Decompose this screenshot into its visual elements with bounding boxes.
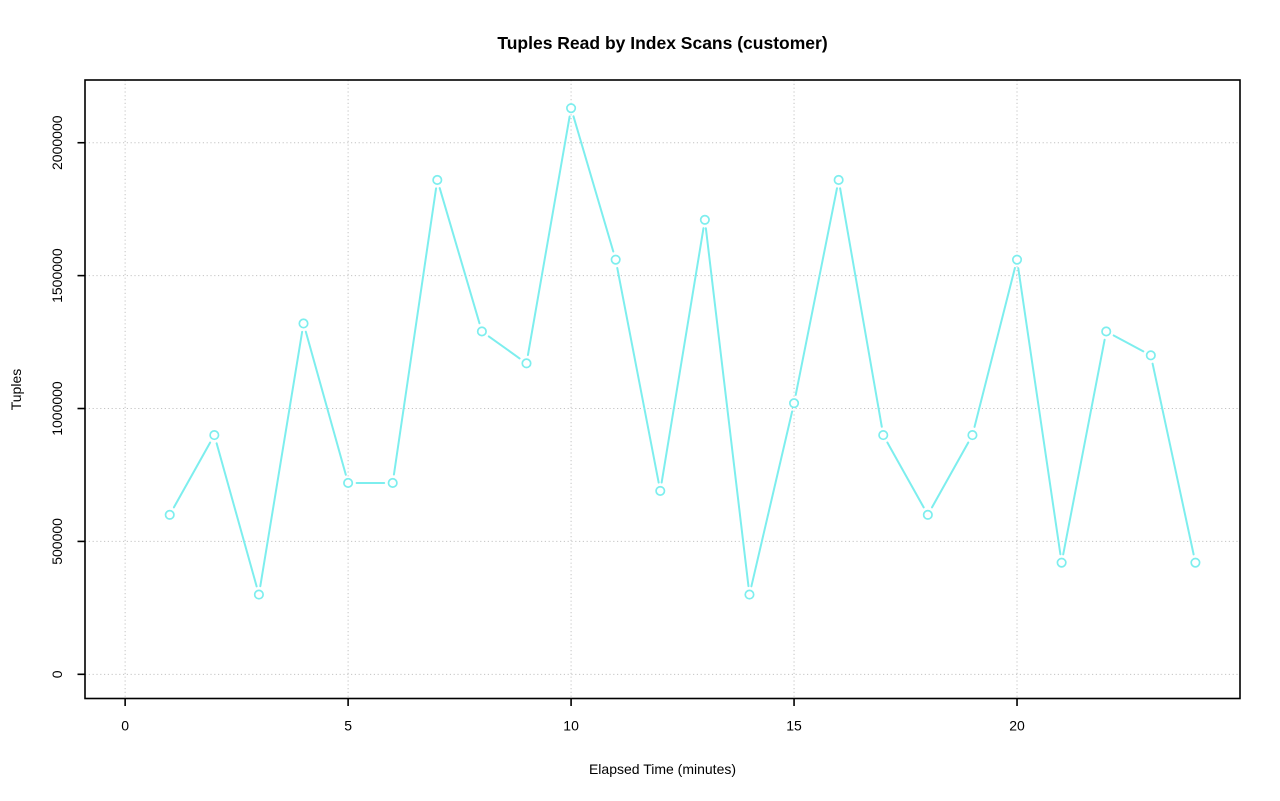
data-point-marker bbox=[164, 509, 175, 520]
series-line-segment bbox=[304, 330, 347, 476]
series-line-segment bbox=[215, 442, 258, 588]
y-tick-label: 0 bbox=[49, 670, 65, 678]
series-line-segment bbox=[660, 227, 705, 484]
series-line-segment bbox=[487, 335, 521, 360]
series-line-segment bbox=[794, 187, 838, 396]
series-line-segment bbox=[973, 266, 1016, 428]
data-point-marker bbox=[1101, 326, 1112, 337]
x-tick-label: 0 bbox=[121, 718, 129, 734]
series-line-segment bbox=[1017, 267, 1062, 556]
x-axis-label: Elapsed Time (minutes) bbox=[589, 761, 736, 777]
series-line-segment bbox=[704, 227, 750, 588]
x-tick-label: 5 bbox=[344, 718, 352, 734]
data-point-marker bbox=[1056, 557, 1067, 568]
series-line-segment bbox=[616, 267, 660, 484]
data-point-marker bbox=[298, 318, 309, 329]
series-line-segment bbox=[572, 115, 615, 253]
series-line-segment bbox=[1112, 334, 1145, 353]
series-line-segment bbox=[750, 410, 794, 588]
data-point-marker bbox=[343, 477, 354, 488]
series-line-segment bbox=[526, 115, 571, 356]
series-line-segment bbox=[392, 187, 438, 476]
data-point-marker bbox=[1190, 557, 1201, 568]
data-point-marker bbox=[566, 103, 577, 114]
y-tick-label: 2000000 bbox=[49, 115, 65, 170]
data-point-marker bbox=[432, 174, 443, 185]
data-point-marker bbox=[209, 430, 220, 441]
plot-frame bbox=[84, 79, 1241, 700]
y-tick-label: 1500000 bbox=[49, 248, 65, 303]
y-axis-label: Tuples bbox=[8, 369, 24, 411]
series-line-segment bbox=[1062, 338, 1106, 556]
series-line-segment bbox=[839, 187, 883, 428]
x-tick-label: 15 bbox=[786, 718, 802, 734]
y-tick-label: 500000 bbox=[49, 518, 65, 565]
data-point-marker bbox=[1011, 254, 1023, 265]
data-point-marker bbox=[521, 358, 532, 369]
data-point-marker bbox=[387, 477, 398, 488]
data-point-marker bbox=[967, 430, 978, 441]
series-line-segment bbox=[886, 441, 925, 509]
data-point-marker bbox=[789, 398, 800, 409]
data-point-marker bbox=[922, 509, 933, 520]
data-point-marker bbox=[744, 589, 755, 600]
data-point-marker bbox=[833, 174, 844, 185]
x-tick-label: 20 bbox=[1009, 718, 1025, 734]
data-point-marker bbox=[610, 254, 621, 265]
data-point-marker bbox=[1145, 350, 1156, 361]
y-tick-label: 1000000 bbox=[49, 381, 65, 436]
data-point-marker bbox=[253, 589, 264, 600]
series-line-segment bbox=[259, 330, 304, 588]
data-point-marker bbox=[476, 326, 487, 337]
x-tick-label: 10 bbox=[563, 718, 579, 734]
data-point-marker bbox=[878, 430, 889, 441]
series-line-segment bbox=[438, 187, 481, 325]
data-point-marker bbox=[699, 214, 710, 225]
series-line-segment bbox=[930, 441, 970, 509]
chart-title: Tuples Read by Index Scans (customer) bbox=[497, 33, 827, 53]
series-line-segment bbox=[1151, 362, 1195, 556]
data-point-marker bbox=[655, 485, 666, 496]
series-line-segment bbox=[172, 441, 212, 509]
